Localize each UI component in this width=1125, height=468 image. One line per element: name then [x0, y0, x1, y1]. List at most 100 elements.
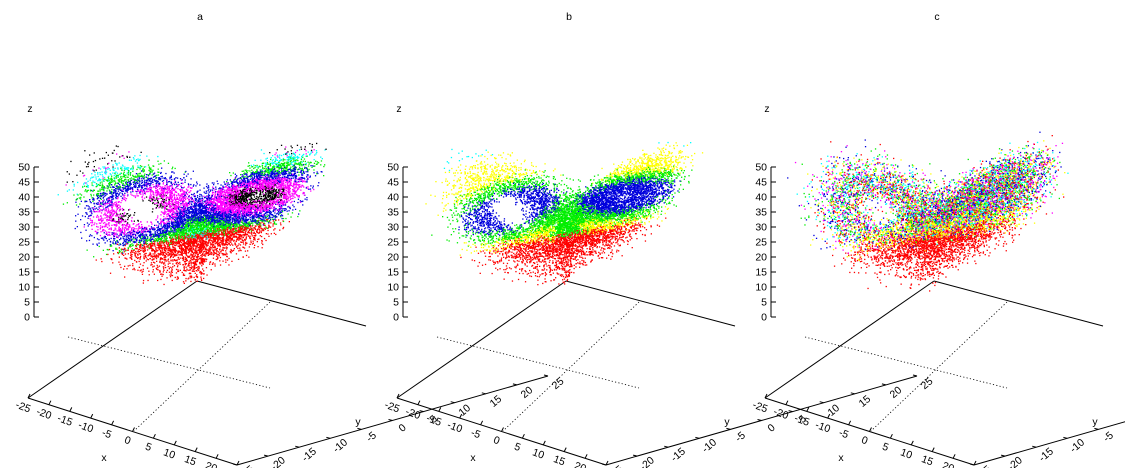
data-point — [290, 216, 291, 217]
data-point — [145, 248, 146, 249]
data-point — [209, 192, 210, 193]
data-point — [116, 204, 117, 205]
data-point — [217, 183, 218, 184]
data-point — [124, 248, 125, 249]
data-point — [96, 233, 97, 234]
data-point — [151, 264, 152, 265]
data-point — [276, 185, 277, 186]
data-point — [257, 241, 258, 242]
y-tick — [451, 402, 455, 403]
data-point — [146, 174, 147, 175]
data-point — [105, 202, 106, 203]
data-point — [305, 199, 306, 200]
data-point — [277, 194, 278, 195]
data-point — [102, 166, 103, 167]
data-point — [265, 163, 266, 164]
data-point — [104, 177, 105, 178]
data-point — [97, 229, 98, 230]
data-point — [134, 236, 135, 237]
data-point — [161, 192, 162, 193]
data-point — [251, 233, 252, 234]
data-point — [229, 184, 230, 185]
data-point — [220, 257, 221, 258]
data-point — [308, 164, 309, 165]
data-point — [150, 184, 151, 185]
data-point — [292, 195, 293, 196]
data-point — [264, 238, 265, 239]
data-point — [86, 178, 87, 179]
data-point — [139, 168, 140, 169]
data-point — [103, 223, 104, 224]
data-point — [66, 184, 67, 185]
data-point — [224, 181, 225, 182]
data-point — [274, 212, 275, 213]
data-point — [279, 155, 280, 156]
data-point — [165, 251, 166, 252]
data-point — [74, 185, 75, 186]
data-point — [98, 216, 99, 217]
data-point — [115, 168, 116, 169]
data-point — [291, 195, 292, 196]
data-point — [90, 222, 91, 223]
data-point — [138, 220, 139, 221]
data-point — [96, 223, 97, 224]
data-point — [284, 148, 285, 149]
x-tick — [112, 421, 114, 425]
data-point — [123, 189, 124, 190]
back-edge-y — [197, 281, 366, 326]
data-point — [126, 250, 127, 251]
data-point — [278, 214, 279, 215]
z-tick-label: 35 — [18, 207, 30, 219]
data-point — [186, 212, 187, 213]
data-point — [223, 250, 224, 251]
data-point — [93, 216, 94, 217]
data-point — [85, 189, 86, 190]
data-point — [176, 244, 177, 245]
data-point — [297, 202, 298, 203]
data-point — [157, 230, 158, 231]
data-point — [144, 182, 145, 183]
data-point — [165, 195, 166, 196]
data-point — [168, 219, 169, 220]
data-point — [150, 181, 151, 182]
data-point — [247, 170, 248, 171]
data-point — [274, 154, 275, 155]
data-point — [153, 253, 154, 254]
data-point — [160, 214, 161, 215]
data-point — [154, 173, 155, 174]
data-point — [81, 201, 82, 202]
data-point — [125, 235, 126, 236]
data-point — [174, 180, 175, 181]
data-point — [263, 221, 264, 222]
data-point — [91, 182, 92, 183]
data-point — [153, 186, 154, 187]
data-point — [119, 214, 120, 215]
data-point — [284, 162, 285, 163]
data-point — [231, 261, 232, 262]
data-point — [124, 266, 125, 267]
data-point — [138, 257, 139, 258]
data-point — [142, 194, 143, 195]
data-point — [283, 208, 284, 209]
chart-panel-a: a05101520253035404550z-25 -20 -15 -10 -5 05 10… — [14, 11, 567, 468]
data-point — [206, 192, 207, 193]
data-point — [177, 253, 178, 254]
data-point — [215, 243, 216, 244]
data-point — [125, 219, 126, 220]
data-point — [152, 229, 153, 230]
data-point — [159, 270, 160, 271]
data-point — [130, 214, 131, 215]
data-point — [119, 156, 120, 157]
data-point — [177, 269, 178, 270]
x-tick — [70, 407, 72, 411]
data-point — [250, 226, 251, 227]
y-tick — [357, 428, 361, 429]
data-point — [287, 211, 288, 212]
data-point — [152, 271, 153, 272]
back-edge-x — [28, 281, 197, 398]
data-point — [133, 184, 134, 185]
data-point — [119, 210, 120, 211]
data-point — [120, 209, 121, 210]
data-point — [146, 246, 147, 247]
data-point — [277, 156, 278, 157]
